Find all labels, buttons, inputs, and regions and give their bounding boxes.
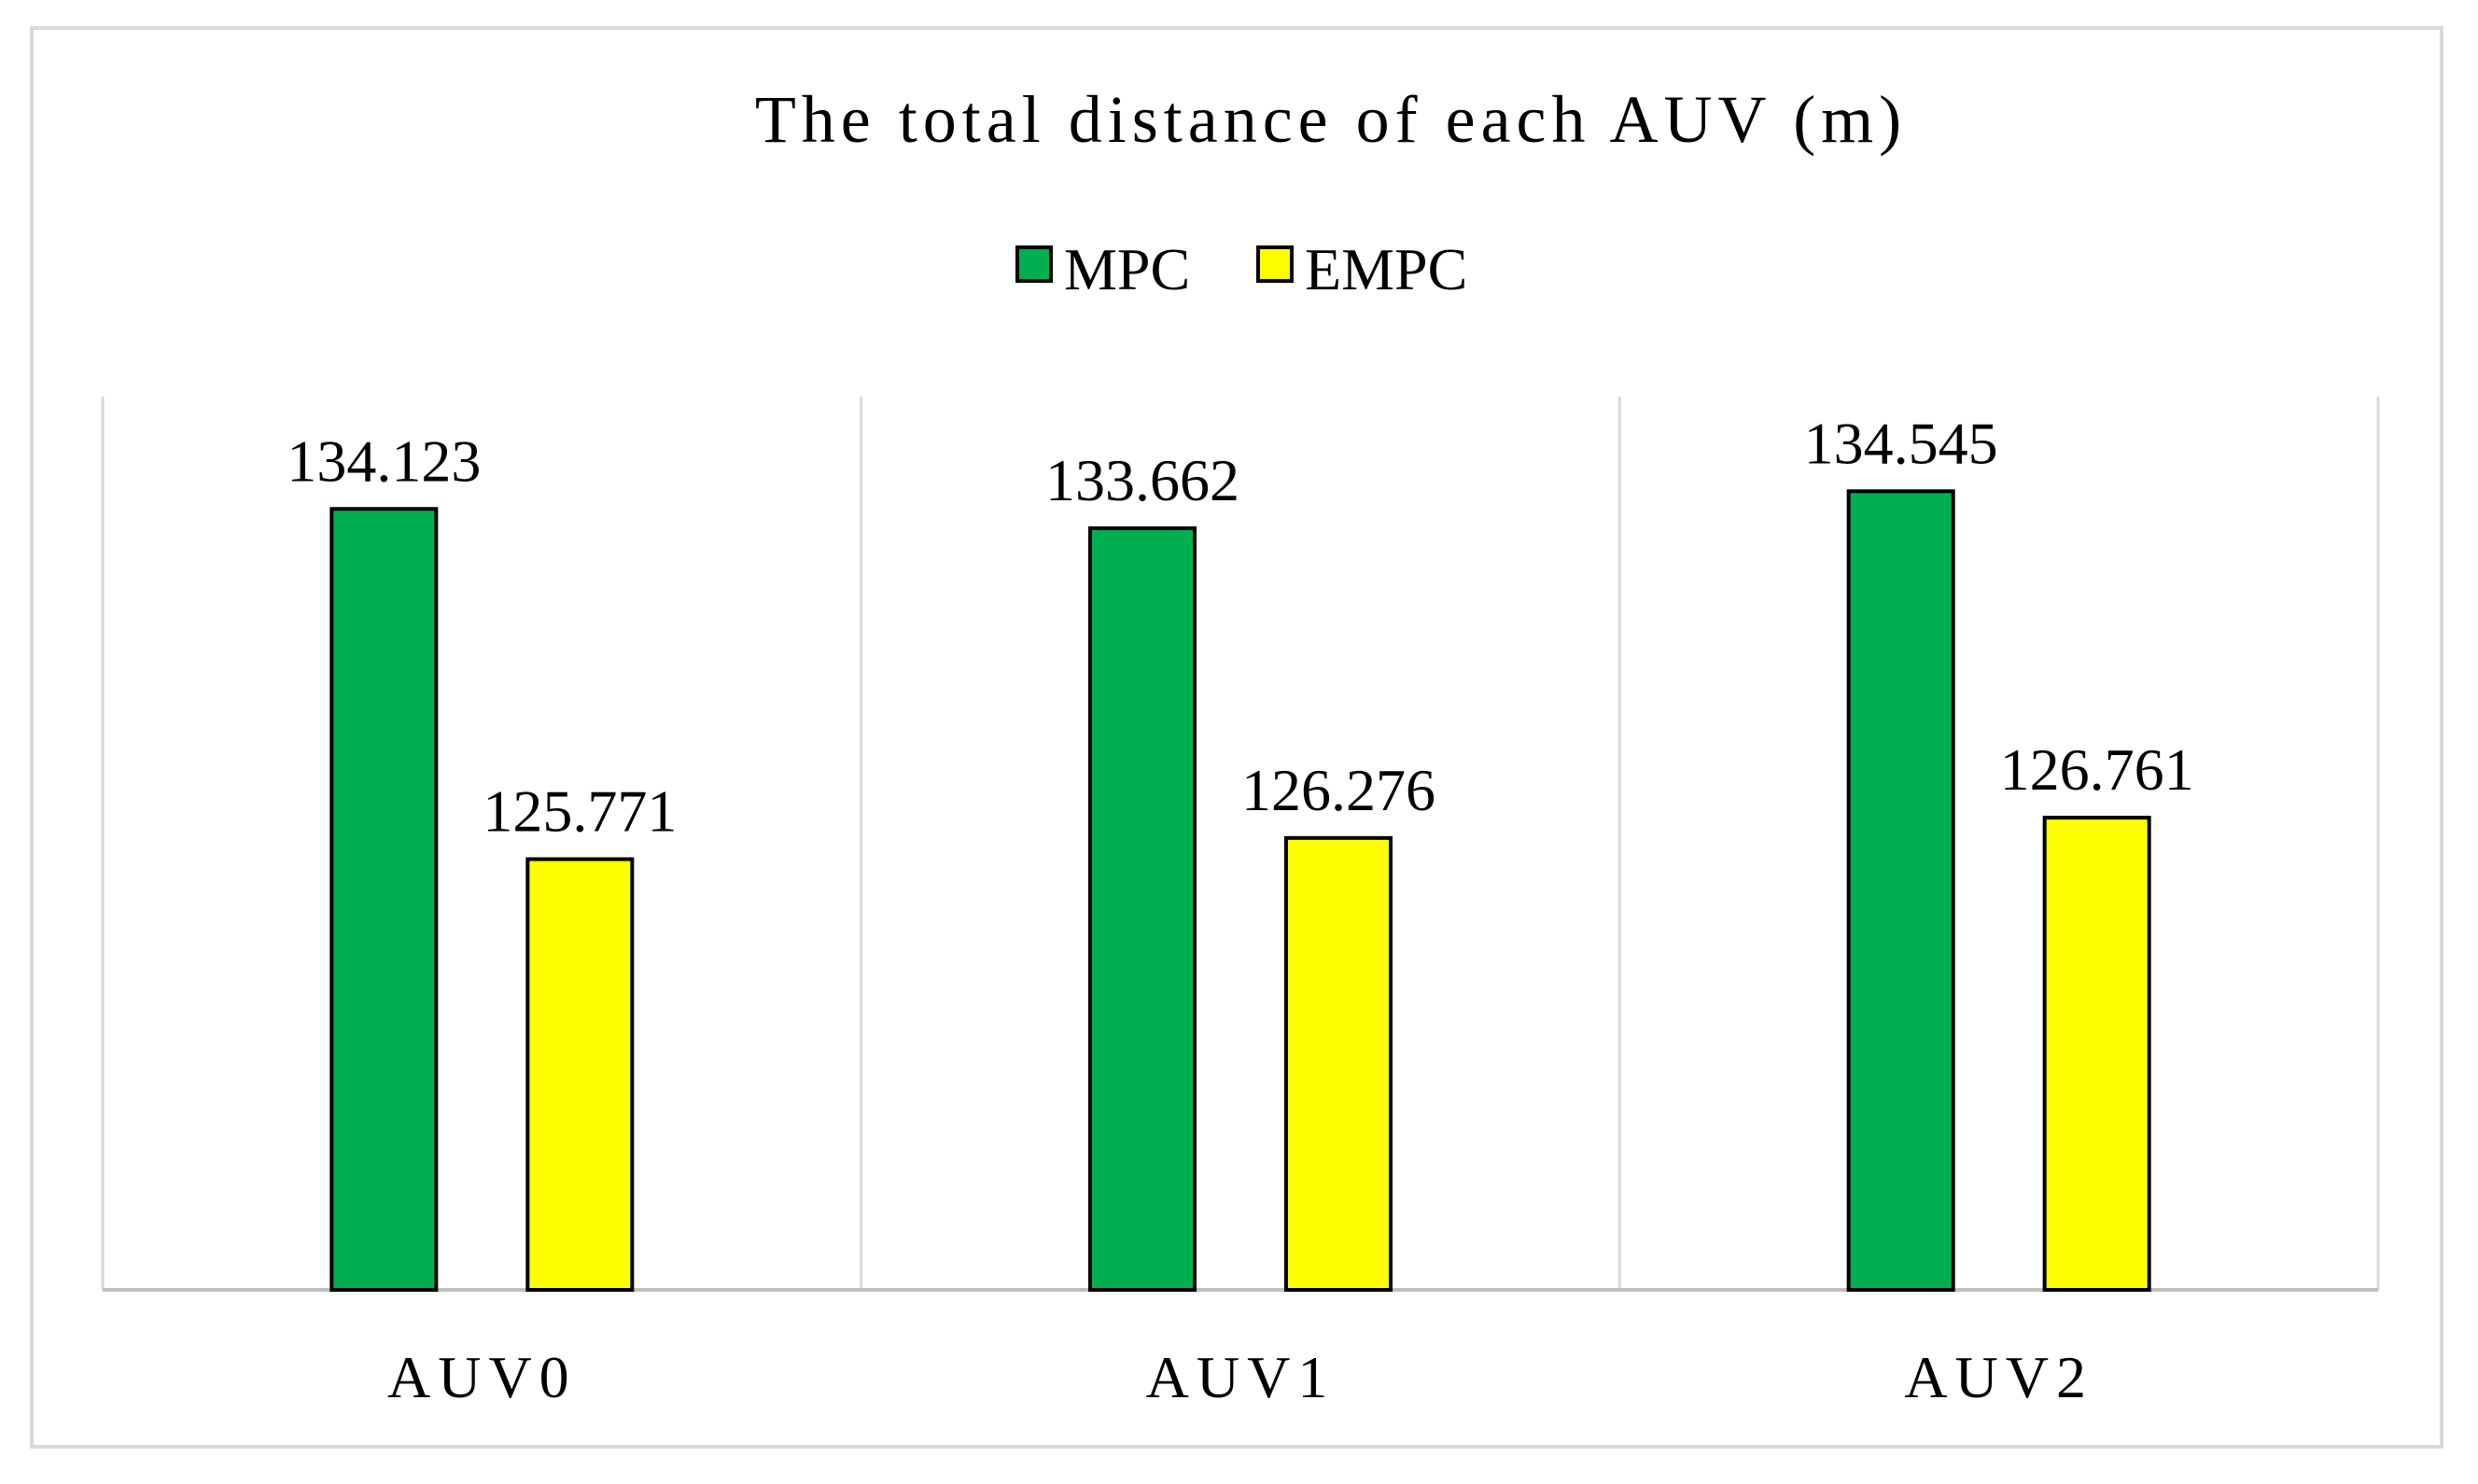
data-label-mpc-auv1: 133.662 [1045, 447, 1239, 513]
category-gridlines [101, 397, 2380, 1290]
data-label-mpc-auv2: 134.545 [1804, 410, 1998, 476]
bar-mpc-auv1 [1088, 525, 1197, 1292]
legend-label-mpc: MPC [1064, 236, 1190, 302]
bar-empc-auv0 [525, 857, 635, 1292]
category-label-auv0: AUV0 [387, 1344, 577, 1410]
category-label-auv2: AUV2 [1904, 1344, 2093, 1410]
bar-mpc-auv0 [329, 507, 439, 1292]
data-label-mpc-auv0: 134.123 [287, 427, 481, 494]
data-labels: 134.123 125.771 133.662 126.276 134.545 126.7… [287, 410, 2193, 844]
bar-mpc-auv2 [1846, 489, 1955, 1292]
legend-swatch-mpc [1015, 245, 1053, 283]
data-label-empc-auv2: 126.761 [2000, 736, 2194, 803]
legend-label-empc: EMPC [1305, 236, 1467, 302]
data-label-empc-auv1: 126.276 [1241, 757, 1435, 823]
data-label-empc-auv0: 125.771 [483, 778, 677, 845]
bars [329, 489, 2151, 1292]
legend-swatch-empc [1256, 245, 1294, 283]
legend: MPC EMPC [1015, 236, 1467, 302]
bar-empc-auv2 [2042, 816, 2151, 1292]
chart-title: The total distance of each AUV (m) [755, 82, 1907, 157]
category-label-auv1: AUV1 [1146, 1344, 1336, 1410]
category-labels: AUV0 AUV1 AUV2 [387, 1344, 2093, 1410]
bar-empc-auv1 [1284, 835, 1393, 1292]
